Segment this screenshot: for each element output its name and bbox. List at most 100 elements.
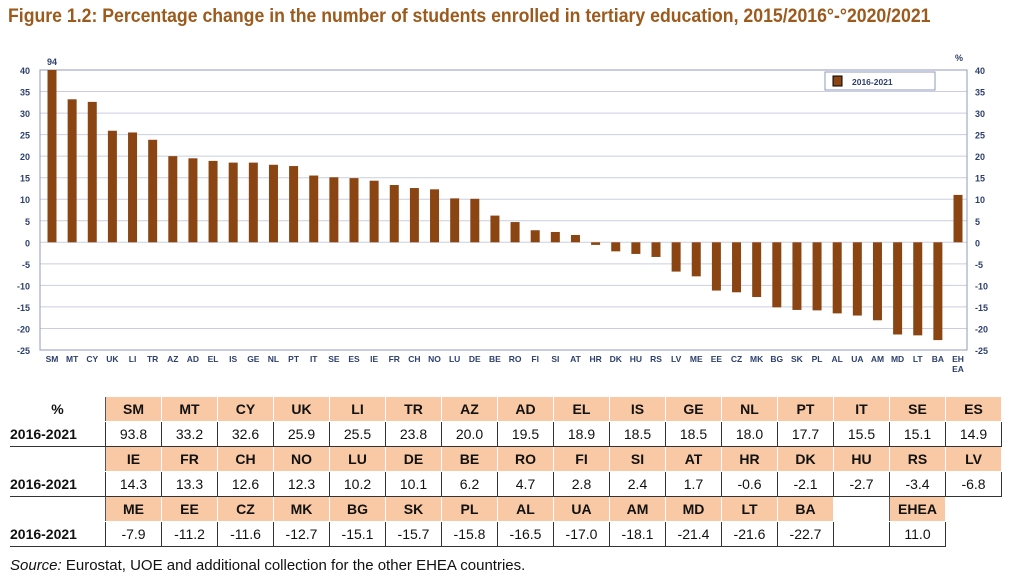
table-cell: 18.0 [721, 421, 778, 447]
table-cell: 6.2 [441, 471, 498, 497]
table-cell: 20.0 [441, 421, 498, 447]
bar-az [168, 156, 178, 243]
x-tick-label: MT [66, 354, 79, 364]
y-tick-label-left: 20 [20, 152, 30, 162]
column-header: ES [945, 396, 1002, 422]
bar-value-annotation: 94 [47, 57, 57, 67]
bar-sk [792, 242, 802, 310]
table-cell: -21.4 [665, 521, 722, 547]
table-cell: 15.1 [889, 421, 946, 447]
bar-cz [732, 242, 742, 293]
bar-pl [812, 242, 822, 311]
column-header: SE [889, 396, 946, 422]
table-row: 2016-2021 -7.9 -11.2 -11.6 -12.7 -15.1 -15.7 -1… [10, 521, 1002, 547]
table-cell: 19.5 [497, 421, 554, 447]
table-cell: -11.6 [217, 521, 274, 547]
column-header: EHEA [889, 496, 946, 522]
table-cell: -18.1 [609, 521, 666, 547]
x-tick-label: UA [851, 354, 863, 364]
table-cell: 10.1 [385, 471, 442, 497]
bar-rs [651, 242, 661, 257]
y-tick-label-right: 15 [975, 174, 985, 184]
x-tick-label: PL [812, 354, 823, 364]
bar-sm [47, 70, 57, 243]
source-text: Eurostat, UOE and additional collection … [61, 557, 526, 574]
x-tick-label: EA [952, 364, 964, 374]
x-tick-label: ME [690, 354, 703, 364]
table-cell: 12.3 [273, 471, 330, 497]
table-corner-label [10, 447, 106, 472]
table-cell: -17.0 [553, 521, 610, 547]
bar-chart: 40 40 35 35 30 30 25 25 20 20 15 15 10 10 5 5 0 0 -5 -5 -10 -… [17, 53, 988, 374]
table-cell: -0.6 [721, 471, 778, 497]
column-header: CH [217, 446, 274, 472]
table-cell: 4.7 [497, 471, 554, 497]
bar-dk [611, 242, 621, 252]
column-header: AT [665, 446, 722, 472]
x-tick-label: HR [589, 354, 601, 364]
table-cell: -2.1 [777, 471, 834, 497]
column-header: LV [945, 446, 1002, 472]
bar-ba [933, 242, 943, 341]
y-tick-label-left: -10 [17, 281, 30, 291]
column-header: IS [609, 396, 666, 422]
bar-fi [530, 230, 540, 243]
table-cell: 10.2 [329, 471, 386, 497]
source-note: Source: Eurostat, UOE and additional col… [10, 557, 525, 574]
x-tick-label: SI [551, 354, 559, 364]
legend-swatch [832, 75, 843, 87]
column-header: NO [273, 446, 330, 472]
y-tick-label-left: 30 [20, 109, 30, 119]
column-header: GE [665, 396, 722, 422]
legend-box [824, 71, 936, 91]
x-tick-label: AZ [167, 354, 178, 364]
x-tick-label: UK [106, 354, 119, 364]
x-tick-label: AL [832, 354, 843, 364]
x-tick-label: RO [509, 354, 522, 364]
bar-at [570, 234, 580, 243]
column-header: AL [497, 496, 554, 522]
bar-ch [409, 188, 419, 243]
column-header: IE [105, 446, 162, 472]
bar-hr [591, 242, 601, 245]
column-header: CY [217, 396, 274, 422]
table-header-row: IE FR CH NO LU DE BE RO FI SI AT HR DK HU RS LV [10, 446, 1002, 472]
column-header: MT [161, 396, 218, 422]
bar-is [228, 162, 238, 243]
y-tick-label-left: 0 [25, 238, 30, 248]
column-header: AZ [441, 396, 498, 422]
column-header: PL [441, 496, 498, 522]
x-tick-label: HU [630, 354, 642, 364]
table-cell: 18.5 [609, 421, 666, 447]
table-header-row: % SM MT CY UK LI TR AZ AD EL IS GE NL PT IT SE ES [10, 396, 1002, 422]
table-cell: 18.9 [553, 421, 610, 447]
table-cell: 14.9 [945, 421, 1002, 447]
x-tick-label: IT [310, 354, 318, 364]
column-header: UK [273, 396, 330, 422]
table-cell: 18.5 [665, 421, 722, 447]
bar-me [691, 242, 701, 277]
column-header: UA [553, 496, 610, 522]
empty-cell [833, 521, 890, 547]
x-tick-label: CZ [731, 354, 742, 364]
bar-no [430, 189, 440, 243]
bar-ee [711, 242, 721, 291]
table-cell: 17.7 [777, 421, 834, 447]
column-header: CZ [217, 496, 274, 522]
y-tick-label-right: 0 [975, 238, 980, 248]
bar-uk [107, 130, 117, 243]
bar-pt [289, 166, 299, 243]
x-tick-label: SM [46, 354, 59, 364]
y-tick-label-left: 25 [20, 131, 30, 141]
x-tick-label: IS [229, 354, 237, 364]
column-header: HR [721, 446, 778, 472]
bar-bg [772, 242, 782, 308]
x-tick-label: NO [428, 354, 441, 364]
bar-lu [450, 198, 460, 243]
y-tick-label-right: 35 [975, 88, 985, 98]
column-header: BE [441, 446, 498, 472]
x-tick-label: LU [449, 354, 460, 364]
table-cell: -3.4 [889, 471, 946, 497]
y-tick-label-left: 40 [20, 66, 30, 76]
y-tick-label-left: 35 [20, 88, 30, 98]
